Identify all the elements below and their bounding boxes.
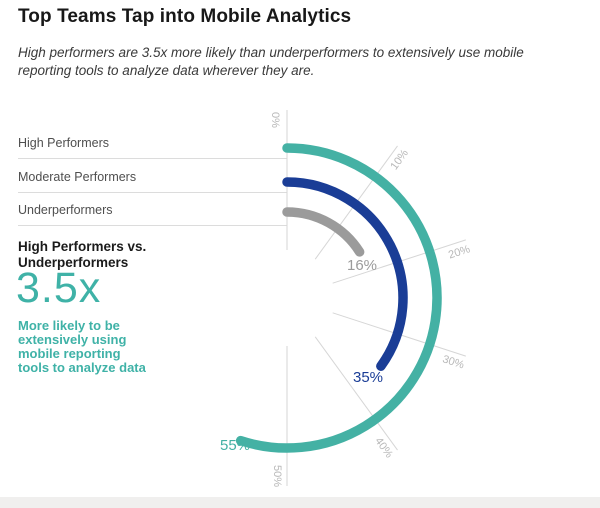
grid-line	[314, 336, 398, 451]
arc-underperformers	[282, 207, 365, 257]
tick-label: 0%	[269, 112, 281, 128]
tick-label: 10%	[388, 147, 411, 172]
category-row-underperformers: Underperformers	[18, 203, 287, 226]
callout-description: More likely to be extensively using mobi…	[18, 318, 146, 375]
tick-label: 30%	[441, 353, 466, 371]
arc-high-performers	[235, 143, 442, 453]
callout-heading: High Performers vs. Underperformers	[18, 239, 147, 270]
category-label-high-performers: High Performers	[18, 136, 109, 150]
value-label-underperformers: 16%	[347, 257, 377, 274]
callout-multiplier: 3.5x	[16, 264, 102, 312]
value-label-high-performers: 55%	[220, 437, 250, 454]
category-label-moderate-performers: Moderate Performers	[18, 170, 137, 184]
page-subtitle: High performers are 3.5x more likely tha…	[18, 45, 524, 79]
arc-moderate-performers	[282, 177, 408, 371]
tick-label: 20%	[447, 243, 472, 261]
category-label-underperformers: Underperformers	[18, 203, 113, 217]
category-row-high-performers: High Performers	[18, 136, 287, 159]
category-row-moderate-performers: Moderate Performers	[18, 170, 287, 193]
page-bottom-edge	[0, 497, 600, 508]
page-title: Top Teams Tap into Mobile Analytics	[18, 6, 352, 27]
value-label-moderate-performers: 35%	[353, 369, 383, 386]
tick-label: 40%	[372, 435, 395, 460]
tick-label: 50%	[271, 465, 283, 487]
